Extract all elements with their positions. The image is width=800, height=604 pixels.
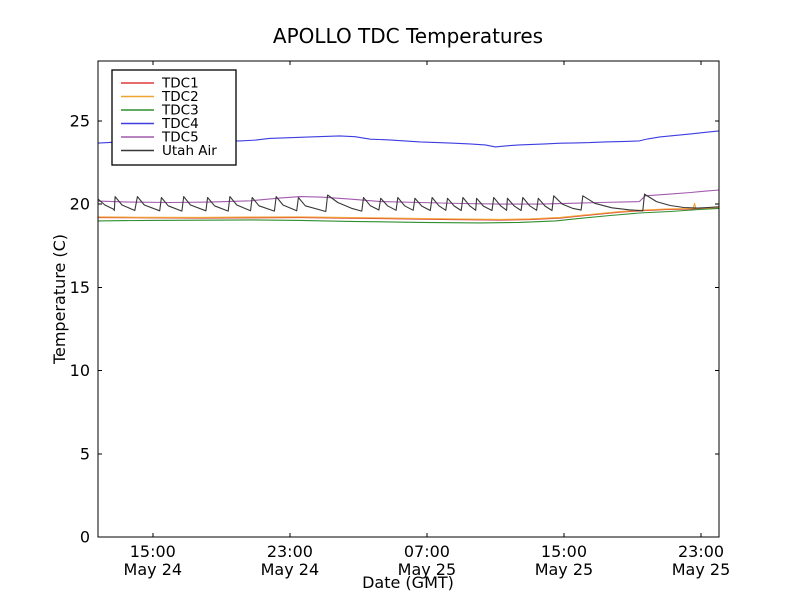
series-line-utah-air (97, 193, 720, 213)
chart-title: APOLLO TDC Temperatures (273, 24, 543, 48)
legend-box (111, 69, 237, 166)
x-axis-label: Date (GMT) (362, 573, 454, 592)
legend-label: Utah Air (162, 143, 217, 159)
x-tick-label-time: 23:00 (267, 542, 313, 561)
x-tick-label-date: May 25 (535, 560, 594, 579)
series-layer (97, 130, 720, 224)
x-tick-label-time: 23:00 (678, 542, 724, 561)
y-tick-label: 25 (70, 111, 90, 130)
series-line-tdc4 (97, 130, 720, 148)
plot-area-frame (97, 60, 720, 538)
y-tick-label: 20 (70, 195, 90, 214)
x-tick-label-time: 07:00 (404, 542, 450, 561)
x-tick-label-time: 15:00 (541, 542, 587, 561)
y-tick-label: 0 (80, 528, 90, 547)
legend-label: TDC2 (161, 89, 199, 105)
x-tick-label-date: May 25 (398, 560, 457, 579)
x-tick-label-time: 15:00 (130, 542, 176, 561)
legend-label: TDC4 (161, 116, 199, 132)
series-line-tdc5 (97, 189, 720, 205)
y-tick-label: 5 (80, 444, 90, 463)
series-line-tdc3 (97, 207, 720, 224)
y-axis-label: Temperature (C) (50, 234, 69, 365)
series-line-tdc1 (97, 207, 720, 221)
x-tick-label-date: May 24 (124, 560, 183, 579)
y-tick-label: 10 (70, 361, 90, 380)
legend-label: TDC5 (161, 130, 199, 146)
series-line-tdc2 (97, 202, 720, 220)
legend-label: TDC3 (161, 103, 199, 119)
y-tick-label: 15 (70, 278, 90, 297)
legend-label: TDC1 (161, 76, 199, 92)
x-tick-label-date: May 25 (672, 560, 731, 579)
x-tick-label-date: May 24 (261, 560, 320, 579)
